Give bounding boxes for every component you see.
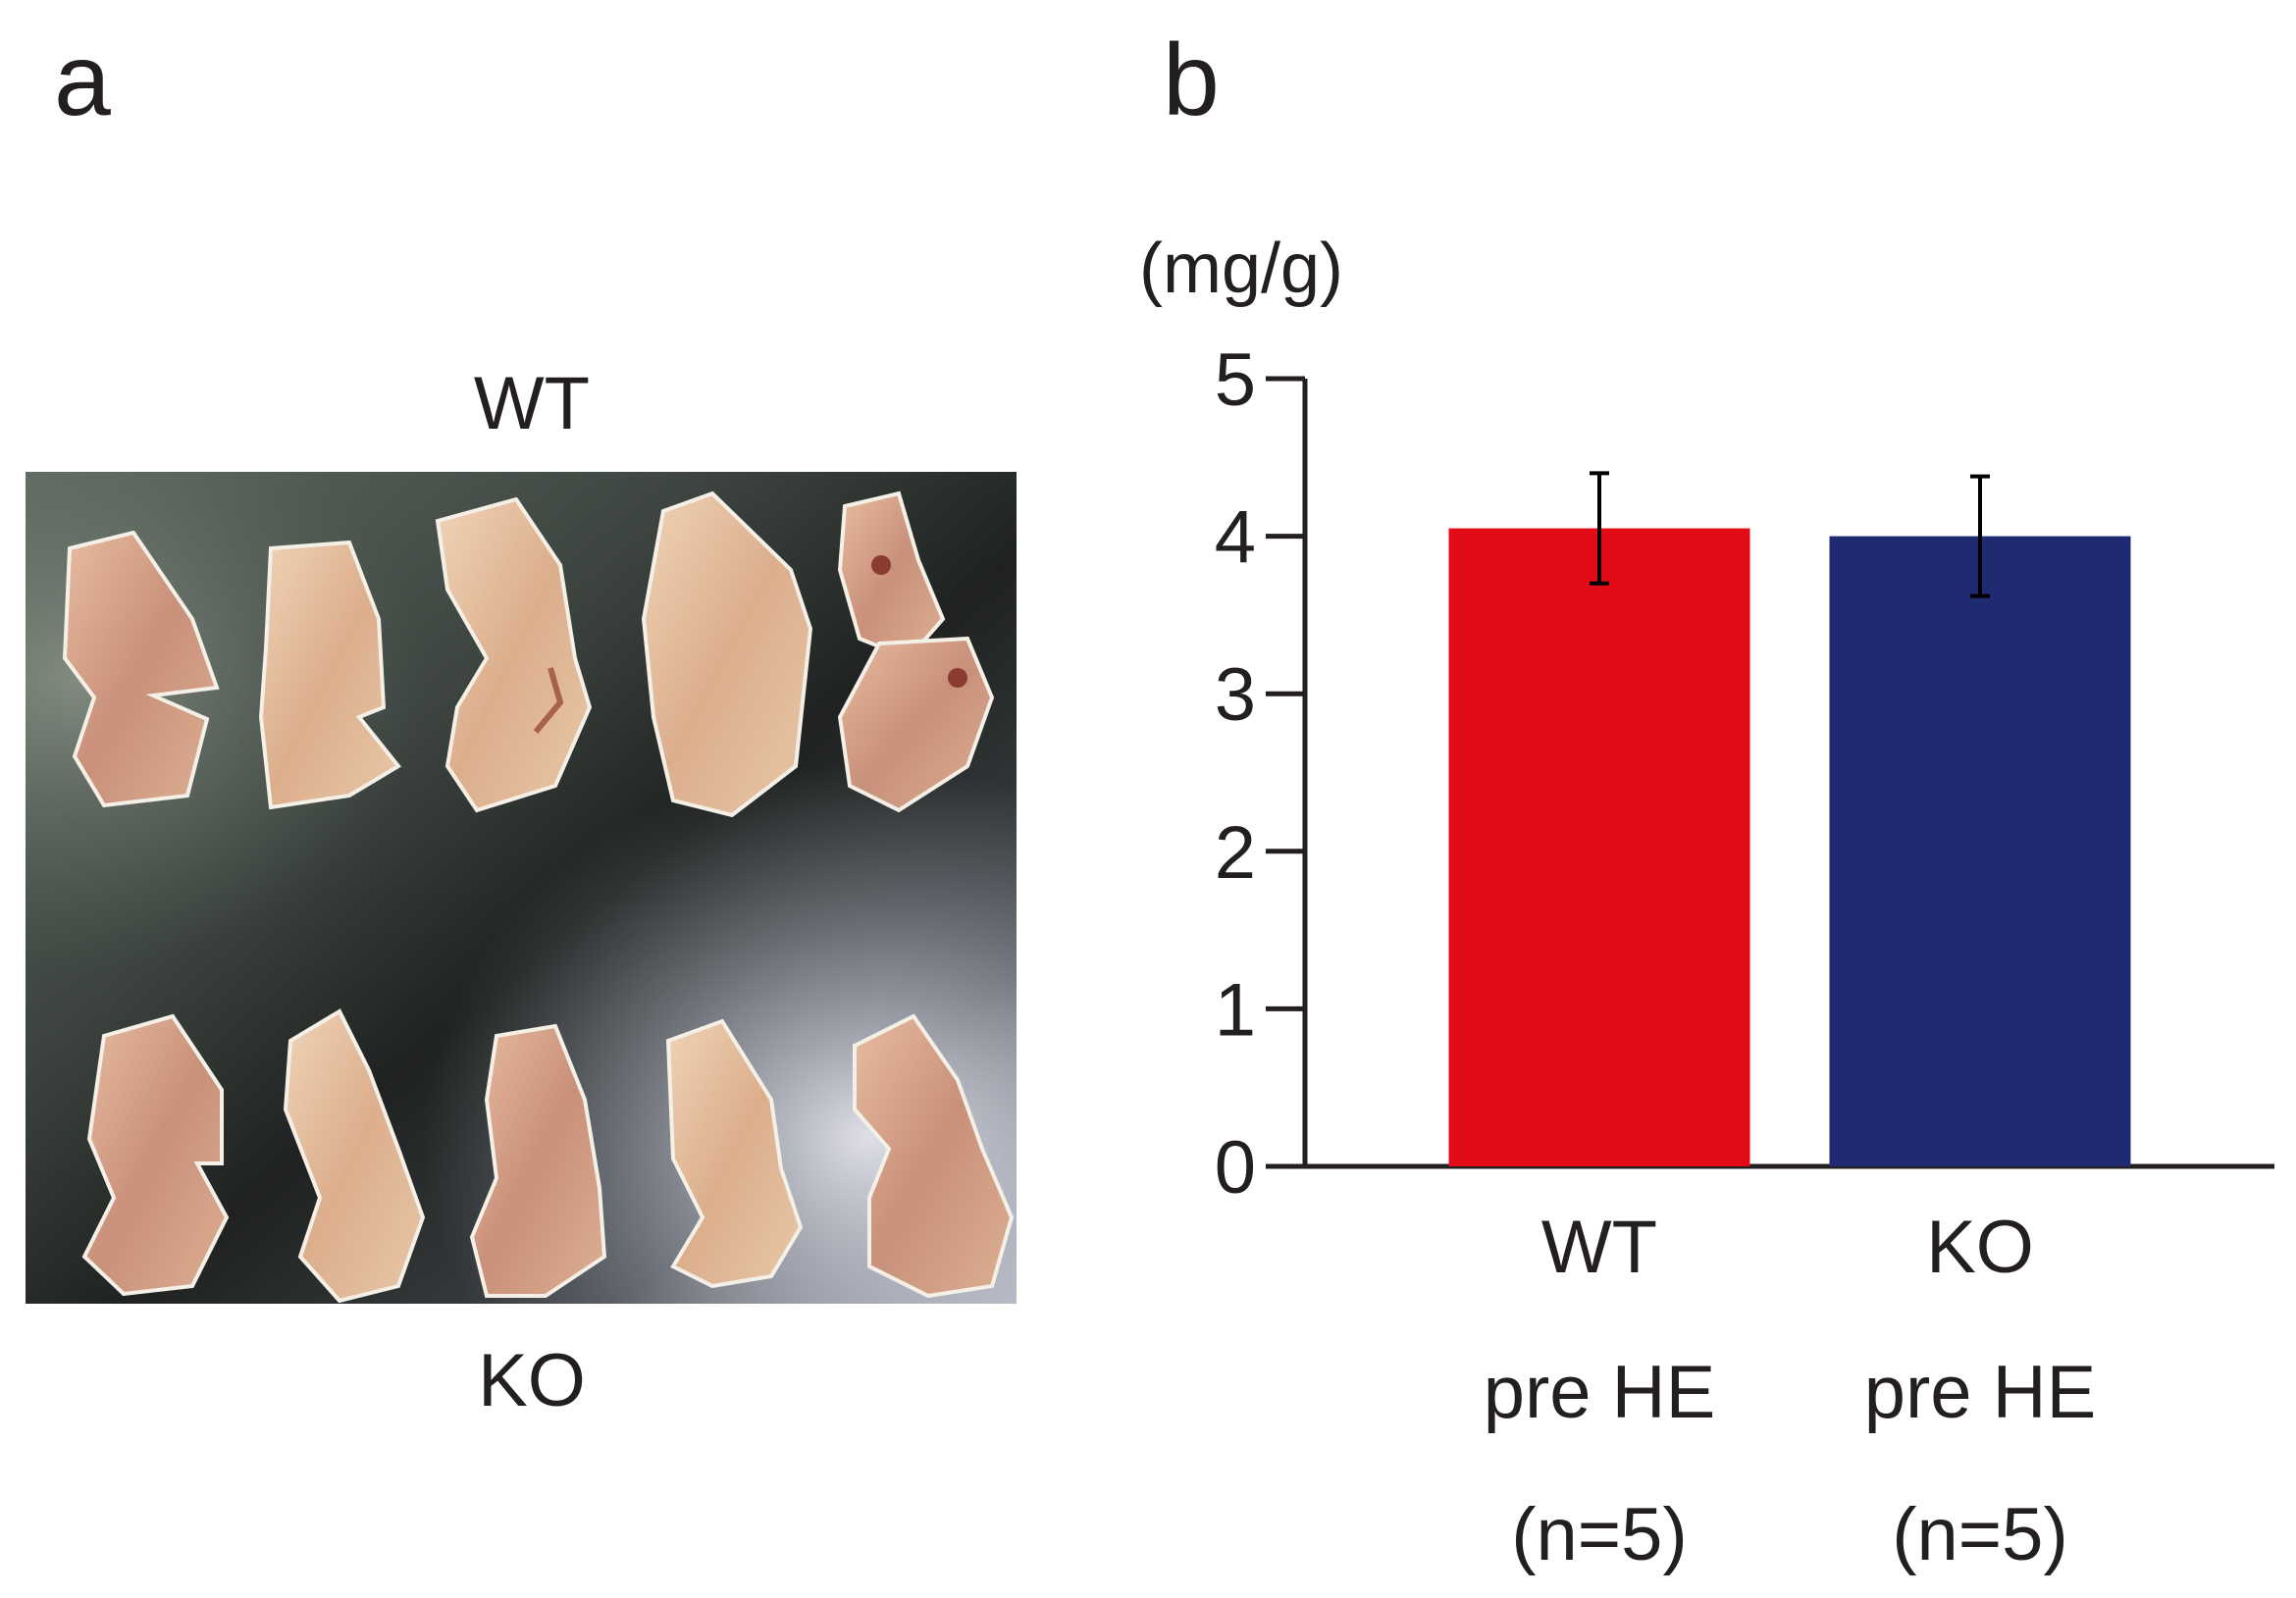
y-tick-label: 3 [1215,653,1256,737]
chart-bars [1448,471,2131,1166]
panel-a-letter: a [54,24,111,137]
y-tick-label: 1 [1215,968,1256,1052]
y-tick-label: 0 [1215,1126,1256,1210]
ko-sample-5 [853,1013,1015,1299]
chart-category-labels: WT pre HE (n=5) KO pre HE (n=5) [1484,1206,2097,1576]
x-category-label: pre HE [1864,1351,2097,1434]
tissue-photo [26,472,1017,1304]
x-category-label: (n=5) [1892,1493,2068,1576]
bar-wt [1448,528,1750,1166]
wt-sample-5 [837,490,995,813]
x-category-label: (n=5) [1511,1493,1688,1576]
ko-sample-1 [81,1013,230,1297]
bar-ko [1829,536,2131,1166]
ko-sample-4 [665,1018,804,1289]
x-category-label: WT [1541,1206,1657,1289]
wt-sample-3 [435,496,593,813]
y-axis-unit-label: (mg/g) [1139,230,1343,308]
panel-b-letter: b [1163,24,1220,137]
photo-top-label: WT [473,362,591,445]
ko-sample-2 [283,1008,426,1304]
wt-sample-4 [641,490,813,818]
photo-bottom-label: KO [478,1339,586,1422]
ko-sample-3 [469,1023,607,1298]
wt-sample-1 [62,530,220,808]
wt-sample-2 [258,540,401,810]
y-tick-label: 2 [1215,811,1256,895]
y-tick-label: 5 [1215,338,1256,422]
chart-ticks: 0 1 2 3 4 5 [1215,338,1305,1210]
x-category-label: pre HE [1484,1351,1716,1434]
x-category-label: KO [1926,1206,2034,1289]
y-tick-label: 4 [1215,496,1256,580]
